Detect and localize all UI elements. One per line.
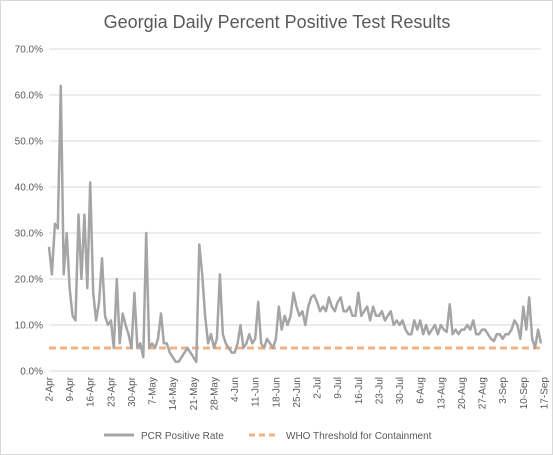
y-tick-label: 40.0%: [15, 183, 43, 194]
x-tick-label: 2-Jul: [313, 377, 324, 399]
x-tick-label: 30-Jul: [395, 377, 406, 404]
y-tick-label: 0.0%: [20, 367, 43, 378]
series-line-pcr-positive-rate: [47, 84, 543, 364]
y-axis-tick-labels: 0.0% 10.0% 20.0% 30.0% 40.0% 50.0% 60.0% 70.0%: [15, 45, 43, 378]
y-tick-label: 20.0%: [15, 275, 43, 286]
chart-title: Georgia Daily Percent Positive Test Resu…: [104, 12, 451, 32]
x-tick-label: 17-Sep: [539, 377, 550, 410]
x-tick-label: 28-May: [209, 377, 220, 410]
x-tick-label: 21-May: [189, 377, 200, 410]
y-tick-label: 30.0%: [15, 229, 43, 240]
x-tick-label: 9-Apr: [65, 376, 76, 401]
x-tick-label: 18-Jun: [271, 377, 282, 408]
legend-label-who: WHO Threshold for Containment: [286, 431, 432, 442]
x-tick-label: 27-Aug: [478, 377, 489, 409]
x-tick-label: 3-Sep: [498, 377, 509, 404]
x-tick-label: 2-Apr: [45, 376, 56, 401]
x-tick-label: 13-Aug: [436, 377, 447, 409]
x-tick-label: 9-Jul: [333, 377, 344, 399]
y-tick-label: 10.0%: [15, 321, 43, 332]
x-tick-label: 7-May: [148, 377, 159, 405]
x-tick-label: 16-Jul: [354, 377, 365, 404]
x-tick-label: 25-Jun: [292, 377, 303, 408]
x-tick-label: 16-Apr: [86, 376, 97, 407]
x-tick-label: 4-Jun: [230, 377, 241, 402]
x-tick-label: 20-Aug: [457, 377, 468, 409]
x-tick-label: 23-Jul: [374, 377, 385, 404]
x-tick-label: 23-Apr: [106, 376, 117, 407]
legend-label-pcr: PCR Positive Rate: [141, 431, 224, 442]
y-tick-label: 50.0%: [15, 137, 43, 148]
x-tick-label: 11-Jun: [251, 377, 262, 407]
x-tick-label: 30-Apr: [127, 376, 138, 407]
gridlines: [49, 48, 541, 372]
x-axis-tick-labels: 2-Apr 9-Apr 16-Apr 23-Apr 30-Apr 7-May 14-May 2…: [45, 376, 551, 410]
x-tick-label: 6-Aug: [416, 377, 427, 404]
y-tick-label: 60.0%: [15, 91, 43, 102]
x-tick-label: 14-May: [168, 377, 179, 410]
series-lines: [47, 84, 543, 364]
x-tick-label: 10-Sep: [519, 377, 530, 410]
y-tick-label: 70.0%: [15, 45, 43, 56]
legend: PCR Positive Rate WHO Threshold for Cont…: [104, 431, 432, 442]
